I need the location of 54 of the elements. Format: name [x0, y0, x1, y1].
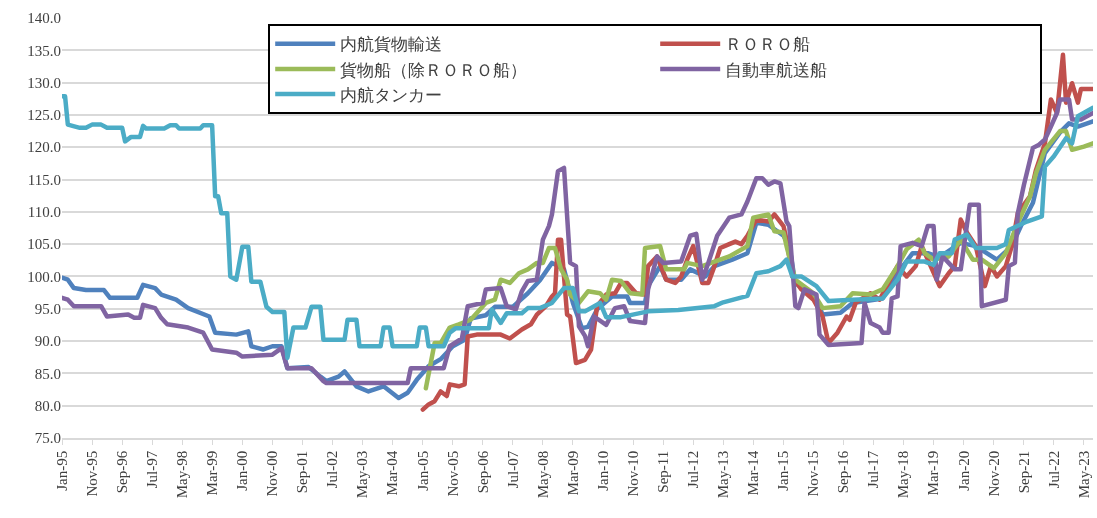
- x-tick-label: Jul-97: [143, 450, 160, 489]
- x-tick-label: Mar-14: [745, 450, 762, 496]
- legend-label: 貨物船（除ＲＯＲＯ船）: [340, 60, 528, 80]
- x-tick-label: Mar-04: [384, 450, 401, 496]
- x-tick-label: Nov-20: [985, 450, 1002, 497]
- y-tick-label: 95.0: [34, 301, 61, 318]
- legend-label: ＲＯＲＯ船: [725, 35, 811, 55]
- x-tick-label: Mar-19: [925, 450, 942, 496]
- y-tick-label: 80.0: [34, 397, 61, 414]
- y-tick-label: 140.0: [27, 10, 61, 27]
- x-tick-label: Sep-11: [655, 450, 672, 493]
- y-tick-label: 90.0: [34, 333, 61, 350]
- x-tick-label: Jul-17: [865, 450, 882, 489]
- y-tick-label: 115.0: [27, 171, 61, 188]
- x-tick-label: Jul-07: [504, 450, 521, 489]
- x-tick-label: Sep-01: [294, 450, 311, 494]
- x-tick-label: Nov-05: [444, 450, 461, 497]
- y-tick-label: 100.0: [27, 268, 61, 285]
- y-tick-label: 120.0: [27, 139, 61, 156]
- x-tick-label: Mar-09: [564, 450, 581, 496]
- x-tick-label: May-98: [173, 450, 190, 499]
- x-tick-label: Nov-10: [625, 450, 642, 497]
- x-tick-label: Jan-15: [775, 450, 792, 491]
- x-tick-label: May-13: [715, 450, 732, 499]
- x-tick-label: Jan-00: [234, 450, 251, 491]
- y-tick-label: 125.0: [27, 107, 61, 124]
- legend-label: 内航貨物輸送: [340, 35, 443, 55]
- x-tick-label: May-23: [1075, 450, 1092, 499]
- x-tick-label: Sep-21: [1015, 450, 1032, 494]
- x-tick-label: Jan-05: [414, 450, 431, 491]
- x-tick-label: Jan-20: [955, 450, 972, 491]
- x-tick-label: Jul-02: [324, 450, 341, 489]
- y-tick-label: 75.0: [34, 430, 61, 447]
- x-tick-label: Nov-00: [264, 450, 281, 497]
- x-tick-label: Jul-12: [685, 450, 702, 489]
- x-tick-label: Sep-16: [835, 450, 852, 494]
- y-tick-label: 105.0: [27, 236, 61, 253]
- y-tick-label: 130.0: [27, 74, 61, 91]
- x-tick-label: May-18: [895, 450, 912, 499]
- x-tick-label: Sep-06: [474, 450, 491, 494]
- legend-label: 自動車航送船: [725, 60, 828, 80]
- x-tick-label: May-03: [354, 450, 371, 499]
- y-tick-label: 110.0: [27, 204, 61, 221]
- x-tick-label: Nov-15: [805, 450, 822, 497]
- y-tick-label: 135.0: [27, 42, 61, 59]
- y-tick-label: 85.0: [34, 365, 61, 382]
- x-tick-label: May-08: [534, 450, 551, 499]
- x-tick-label: Mar-99: [203, 450, 220, 496]
- x-tick-label: Jul-22: [1045, 450, 1062, 489]
- x-tick-label: Nov-95: [83, 450, 100, 497]
- x-tick-label: Jan-95: [53, 450, 70, 491]
- legend-label: 内航タンカー: [340, 85, 443, 105]
- x-tick-label: Sep-96: [114, 450, 131, 494]
- x-tick-label: Jan-10: [595, 450, 612, 491]
